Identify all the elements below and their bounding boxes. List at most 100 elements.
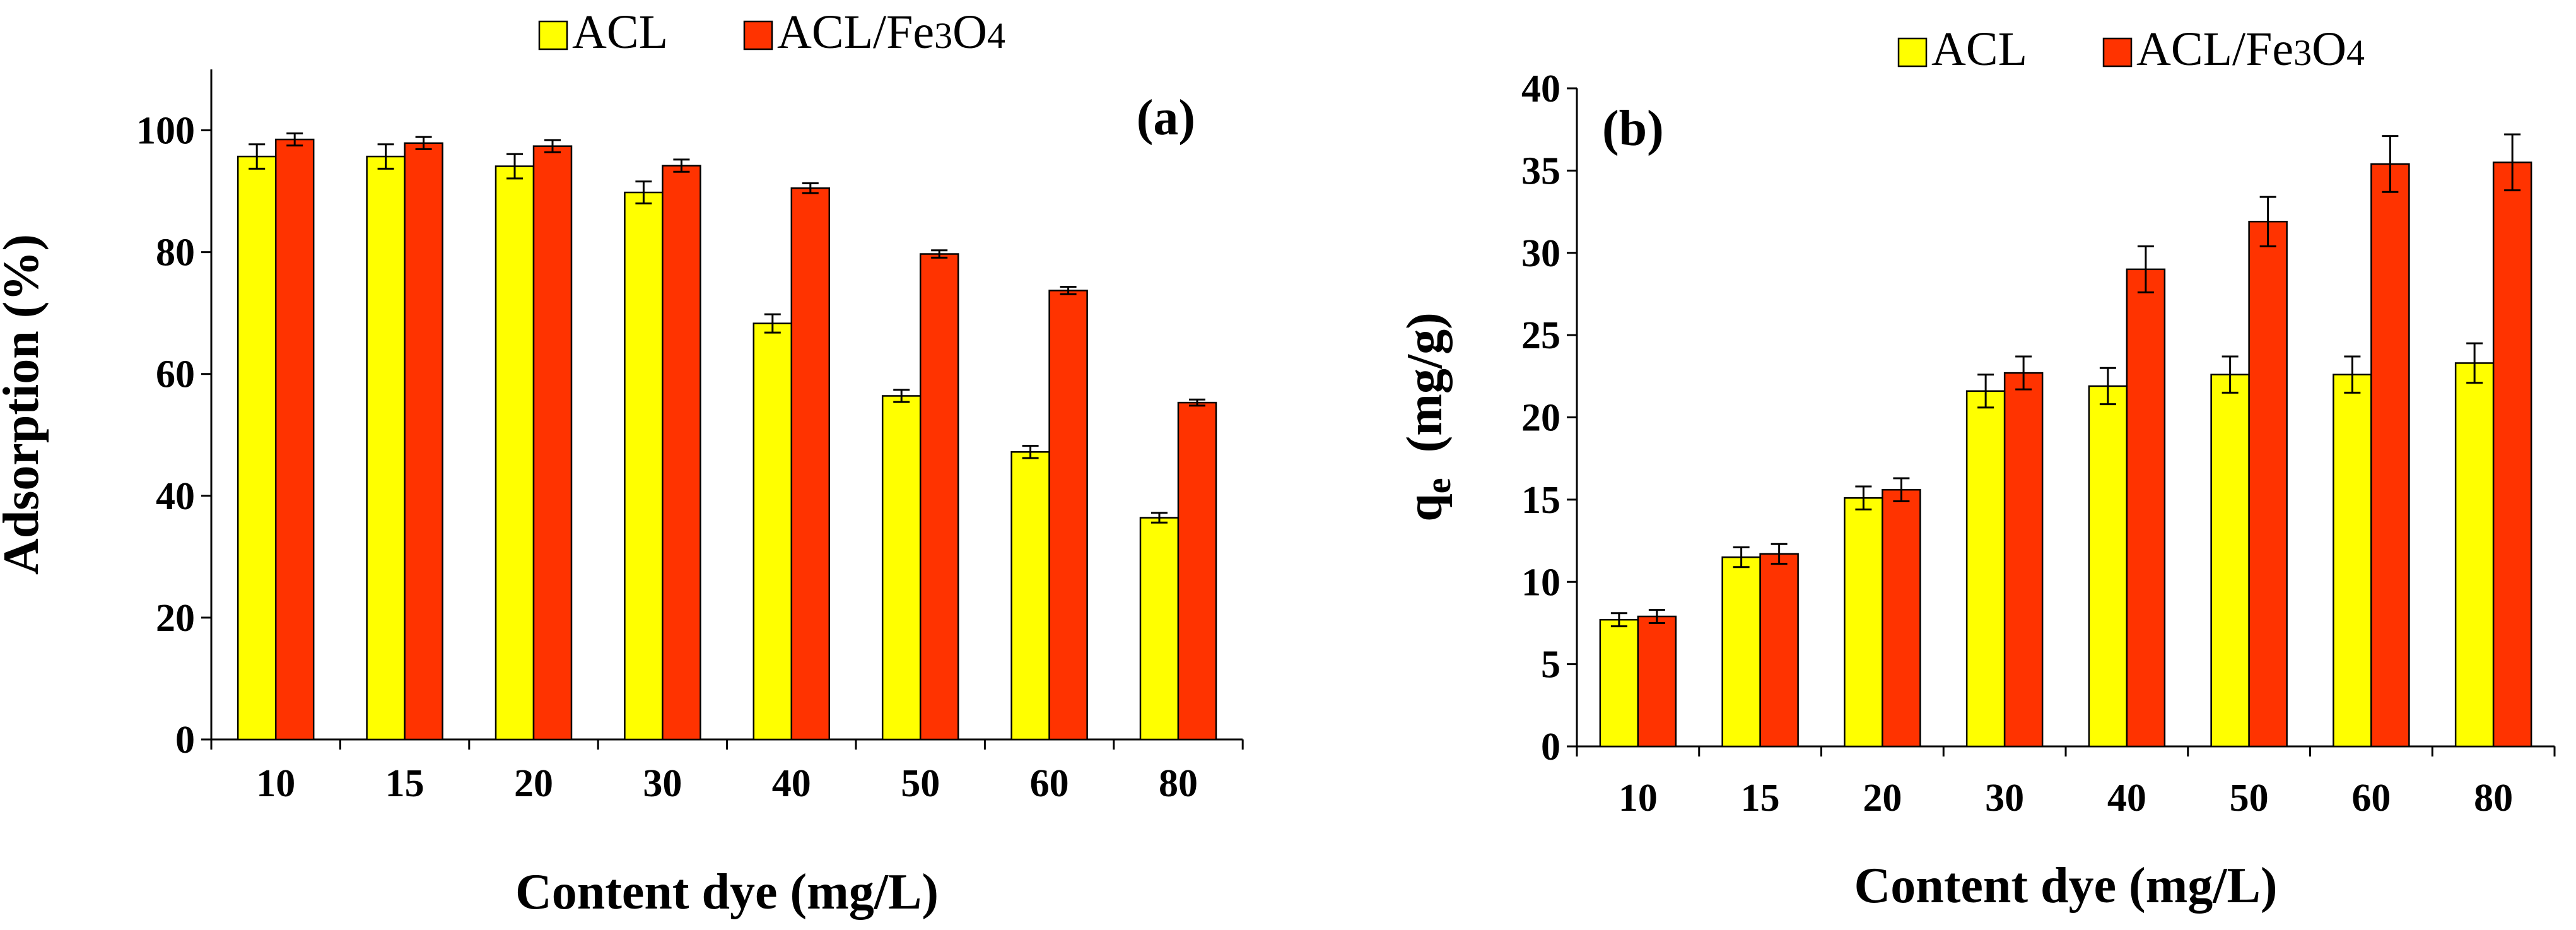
- chart-panel-a: 0 20 40 60 80 100 10 15 20 30 40 50 60 80 (a) Content d…: [0, 6, 1244, 920]
- legend-label-acl-fe3o4: ACL/Fe3O4: [2136, 23, 2365, 76]
- y-tick-label: 40: [1521, 68, 1560, 110]
- x-tick-label: 40: [2107, 777, 2146, 820]
- error-bar: [931, 249, 948, 259]
- legend-label-acl: ACL: [1931, 23, 2027, 76]
- bar-acl: [237, 155, 277, 741]
- error-bar: [415, 136, 432, 150]
- x-tick-label: 80: [1159, 762, 1198, 805]
- bar-acl: [2088, 385, 2128, 748]
- bar-acl: [1139, 517, 1180, 741]
- legend-label-acl-fe3o4: ACL/Fe3O4: [777, 6, 1005, 59]
- error-bar: [2099, 367, 2116, 406]
- error-bar: [544, 139, 561, 153]
- bar-acl-fe3o4: [274, 138, 315, 741]
- x-tick-label: 15: [385, 762, 424, 805]
- x-tick-label: 50: [2230, 777, 2269, 820]
- x-tick-label: 80: [2474, 777, 2513, 820]
- error-bar: [2015, 355, 2032, 391]
- legend: ACL ACL/Fe3O4: [538, 6, 1005, 59]
- bar-acl-fe3o4: [1759, 553, 1799, 748]
- bar-acl-fe3o4: [662, 165, 701, 741]
- x-tick-label: 10: [256, 762, 295, 805]
- bar-acl: [366, 155, 406, 741]
- bar-acl-fe3o4: [2370, 163, 2410, 748]
- bar-acl: [624, 191, 664, 741]
- y-axis-title-subscript: e: [1419, 478, 1458, 493]
- error-bar: [2137, 245, 2154, 293]
- y-tick-label: 0: [175, 719, 195, 762]
- error-bar: [635, 180, 652, 204]
- x-tick-label: 60: [1030, 762, 1069, 805]
- error-bar: [673, 158, 690, 173]
- bar-acl-fe3o4: [1048, 290, 1088, 741]
- x-tick-label: 10: [1619, 777, 1658, 820]
- error-bar: [2222, 355, 2239, 394]
- error-bar: [2382, 135, 2399, 193]
- y-tick-label: 40: [156, 475, 195, 518]
- bar-acl: [881, 395, 922, 741]
- bar-acl: [752, 322, 793, 741]
- y-axis-title: qe (mg/g): [1397, 312, 1458, 522]
- error-bar: [1151, 512, 1168, 524]
- error-bar: [1893, 477, 1910, 502]
- error-bar: [893, 389, 910, 403]
- error-bar: [1610, 612, 1627, 628]
- y-tick-label: 20: [1521, 397, 1560, 440]
- x-tick-label: 30: [643, 762, 682, 805]
- y-tick-label: 5: [1541, 644, 1560, 686]
- error-bar: [377, 143, 394, 170]
- y-tick-label: 100: [136, 110, 195, 153]
- bar-acl-fe3o4: [2003, 372, 2044, 748]
- x-axis-title: Content dye (mg/L): [515, 864, 939, 920]
- error-bar: [2466, 342, 2483, 384]
- y-axis-title: Adsorption (%): [0, 234, 49, 575]
- error-bar: [249, 143, 266, 170]
- legend-swatch-acl: [1897, 37, 1928, 68]
- x-tick-label: 20: [1863, 777, 1902, 820]
- y-tick-label: 30: [1521, 232, 1560, 275]
- bar-acl-fe3o4: [2126, 268, 2166, 748]
- bar-acl-fe3o4: [532, 145, 573, 741]
- y-axis-title-units: (mg/g): [1397, 312, 1453, 478]
- error-bar: [286, 132, 303, 147]
- chart-panel-b: 0 5 10 15 20 25 30 35 40 10 15 20 30 40 50 60 80 (b) Conte…: [1397, 23, 2556, 914]
- error-bar: [506, 153, 523, 180]
- bar-acl-fe3o4: [1882, 488, 1921, 748]
- x-tick-label: 40: [772, 762, 811, 805]
- legend-swatch-acl: [538, 20, 568, 50]
- y-tick-label: 25: [1521, 314, 1560, 357]
- y-tick-label: 10: [1521, 561, 1560, 604]
- error-bar: [1022, 445, 1039, 459]
- y-tick-label: 20: [156, 597, 195, 640]
- bar-acl: [1010, 451, 1050, 741]
- bar-acl: [1965, 390, 2006, 748]
- y-tick-label: 35: [1521, 150, 1560, 192]
- legend-swatch-acl-fe3o4: [743, 20, 773, 50]
- bar-acl-fe3o4: [1177, 401, 1217, 741]
- error-bar: [1060, 286, 1077, 295]
- bar-acl-fe3o4: [2248, 220, 2288, 748]
- bar-acl-fe3o4: [919, 253, 959, 741]
- y-tick-label: 15: [1521, 479, 1560, 522]
- legend-swatch-acl-fe3o4: [2102, 37, 2133, 68]
- bar-acl: [1721, 556, 1761, 748]
- bar-acl: [1599, 618, 1639, 748]
- error-bar: [1977, 374, 1994, 409]
- bar-acl: [1844, 497, 1883, 748]
- bar-acl-fe3o4: [790, 187, 831, 741]
- legend-label-acl: ACL: [572, 6, 668, 59]
- bar-acl: [495, 165, 535, 741]
- x-tick-label: 60: [2351, 777, 2391, 820]
- bar-acl-fe3o4: [2492, 162, 2532, 748]
- x-tick-label: 15: [1741, 777, 1780, 820]
- bar-acl: [2210, 374, 2250, 748]
- y-tick-label: 0: [1541, 726, 1560, 768]
- legend: ACL ACL/Fe3O4: [1897, 23, 2365, 76]
- y-tick-label: 80: [156, 232, 195, 274]
- y-tick-label: 60: [156, 353, 195, 396]
- error-bar: [764, 313, 781, 334]
- error-bar: [1733, 546, 1750, 568]
- x-tick-label: 50: [901, 762, 940, 805]
- x-tick-label: 20: [514, 762, 553, 805]
